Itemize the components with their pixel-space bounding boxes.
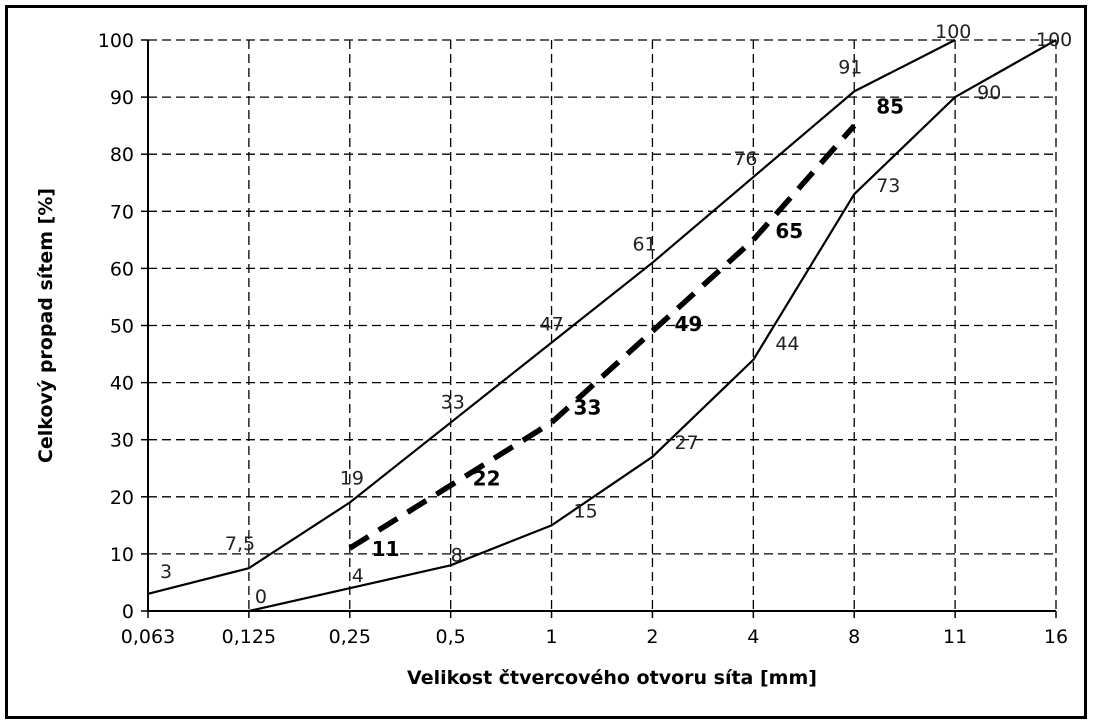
y-tick-label: 10 [110,544,134,566]
axes [141,39,1057,618]
series-line-1 [147,39,956,595]
x-tick-label: 0,063 [121,626,175,648]
y-tick-label: 20 [110,487,134,509]
x-tick-label: 0,125 [222,626,276,648]
data-label: 100 [1036,29,1072,51]
data-label: 61 [632,234,656,256]
x-tick-label: 11 [943,626,967,648]
data-label: 15 [574,500,598,522]
chart-frame: 0 10 20 30 40 50 60 70 80 90 100 0,063 0,125 0,25 0,5… [5,5,1087,719]
data-label: 85 [876,95,904,119]
y-tick-label: 50 [110,316,134,338]
data-label: 33 [441,392,465,414]
data-label: 22 [473,466,501,490]
data-label: 65 [775,219,803,243]
series-lines [147,39,1057,613]
y-tick-label: 40 [110,373,134,395]
data-label: 73 [876,175,900,197]
data-labels: 3 7,5 19 33 47 61 76 91 100 0 4 8 15 27 44 73 90 100 11 22 3… [160,21,1072,608]
data-label: 76 [733,148,757,170]
data-label: 8 [451,544,463,566]
y-tick-labels: 0 10 20 30 40 50 60 70 80 90 100 [98,30,134,623]
x-axis-title: Velikost čtvercového otvoru síta [mm] [407,667,817,689]
x-tick-label: 0,5 [436,626,466,648]
x-tick-label: 4 [747,626,759,648]
y-tick-label: 100 [98,30,134,52]
data-label: 27 [674,432,698,454]
series-line-2 [248,39,1057,613]
data-label: 91 [838,56,862,78]
data-label: 7,5 [225,533,255,555]
data-label: 47 [540,314,564,336]
y-tick-label: 0 [122,601,134,623]
data-label: 11 [372,537,400,561]
x-tick-labels: 0,063 0,125 0,25 0,5 1 2 4 8 11 16 [121,626,1068,648]
grid [148,39,1057,611]
data-label: 49 [674,312,702,336]
y-tick-label: 60 [110,258,134,280]
x-tick-label: 1 [546,626,558,648]
data-label: 4 [352,565,364,587]
data-label: 3 [160,561,172,583]
x-tick-label: 8 [848,626,860,648]
data-label: 44 [775,333,799,355]
y-tick-label: 90 [110,87,134,109]
y-tick-label: 70 [110,201,134,223]
y-axis-title: Celkový propad sítem [%] [35,188,57,463]
data-label: 0 [255,586,267,608]
x-tick-label: 0,25 [329,626,371,648]
data-label: 90 [977,82,1001,104]
data-label: 33 [574,396,602,420]
x-tick-label: 16 [1044,626,1068,648]
y-tick-label: 30 [110,430,134,452]
data-label: 19 [340,468,364,490]
data-label: 100 [935,21,971,43]
x-tick-label: 2 [646,626,658,648]
y-tick-label: 80 [110,144,134,166]
